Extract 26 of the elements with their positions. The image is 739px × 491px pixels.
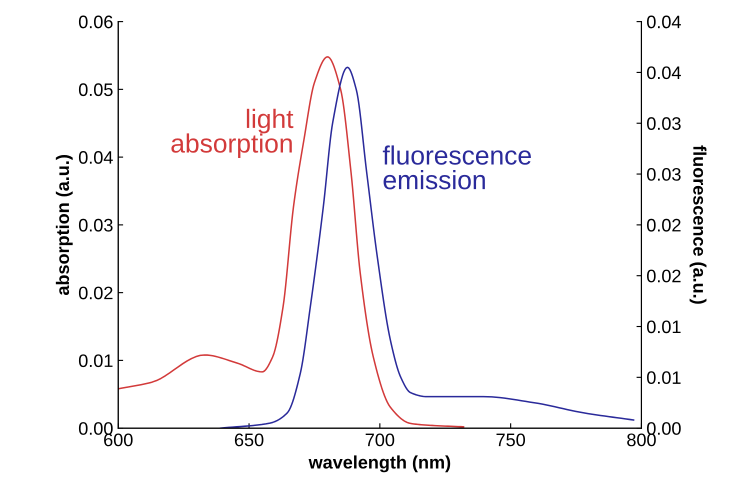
y2-tick-label: 0.04 bbox=[647, 16, 681, 28]
y-tick-label: 0.02 bbox=[78, 286, 112, 300]
x-tick-label: 700 bbox=[366, 433, 394, 446]
y-tick-label: 0.06 bbox=[78, 16, 113, 28]
y2-tick-label: 0.01 bbox=[647, 320, 681, 334]
series-label: fluorescence emission bbox=[382, 145, 531, 190]
y2-axis-title: fluorescence (a.u.) bbox=[690, 145, 706, 304]
y2-tick-label: 0.03 bbox=[647, 117, 681, 130]
y-tick-label: 0.04 bbox=[78, 151, 113, 164]
y2-tick-label: 0.02 bbox=[647, 218, 681, 232]
y-axis-title: absorption (a.u.) bbox=[56, 155, 73, 296]
y-tick-label: 0.01 bbox=[78, 354, 112, 368]
y-tick-label: 0.03 bbox=[78, 218, 113, 232]
y-tick-label: 0.00 bbox=[78, 422, 113, 435]
y2-tick-label: 0.04 bbox=[647, 66, 681, 80]
x-tick-label: 750 bbox=[496, 433, 526, 446]
x-tick-label: 600 bbox=[104, 433, 133, 446]
y2-tick-label: 0.03 bbox=[647, 168, 681, 181]
y2-tick-label: 0.00 bbox=[647, 422, 681, 435]
x-tick-label: 650 bbox=[234, 433, 264, 446]
x-axis-title: wavelength (nm) bbox=[308, 455, 450, 472]
x-tick-label: 800 bbox=[627, 433, 656, 446]
y2-tick-label: 0.02 bbox=[647, 270, 681, 282]
series-label: light absorption bbox=[171, 108, 294, 158]
y2-tick-label: 0.01 bbox=[647, 371, 681, 384]
y-tick-label: 0.05 bbox=[78, 83, 113, 96]
